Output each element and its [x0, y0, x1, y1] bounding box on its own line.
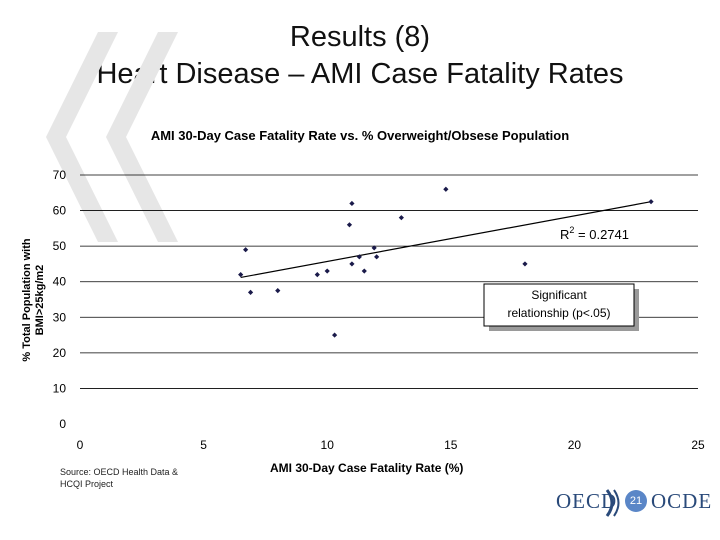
significance-line1: Significant	[531, 288, 587, 302]
x-tick-label: 25	[691, 438, 705, 452]
significance-line2: relationship (p<.05)	[507, 306, 610, 320]
data-point	[275, 288, 281, 294]
gridlines	[80, 174, 698, 389]
data-point	[522, 261, 528, 267]
data-point	[314, 272, 320, 278]
r-squared-prefix: R	[560, 227, 569, 242]
data-point	[349, 261, 355, 267]
y-tick-label: 70	[53, 168, 67, 182]
y-axis-label-line2: BMI>25kg/m2	[34, 265, 46, 336]
x-axis-label: AMI 30-Day Case Fatality Rate (%)	[270, 461, 463, 475]
data-point	[346, 222, 353, 228]
y-axis-ticks: 0 10 20 30 40 50 60 70	[53, 168, 67, 431]
x-tick-label: 10	[321, 438, 335, 452]
data-point	[398, 215, 404, 221]
data-point	[349, 200, 355, 207]
data-point	[648, 199, 654, 205]
data-point	[238, 272, 244, 278]
source-line2: HCQI Project	[60, 479, 114, 489]
x-axis-ticks: 0 5 10 15 20 25	[77, 438, 705, 452]
significance-box: Significant relationship (p<.05)	[483, 283, 639, 331]
y-tick-label: 10	[53, 381, 67, 395]
x-tick-label: 20	[568, 438, 582, 452]
oecd-logo-text: OECD	[556, 489, 618, 513]
slide-title-line2: Heart Disease – AMI Case Fatality Rates	[96, 58, 624, 90]
data-point	[374, 254, 380, 260]
data-point	[243, 247, 249, 253]
oecd-logo-icon	[605, 489, 620, 517]
y-tick-label: 60	[53, 204, 67, 218]
y-tick-label: 20	[53, 346, 67, 360]
x-tick-label: 0	[77, 438, 84, 452]
data-point	[332, 332, 338, 338]
data-point	[247, 289, 254, 295]
ocde-logo-text: OCDE	[651, 489, 713, 513]
y-tick-label: 30	[53, 310, 67, 324]
data-point	[324, 268, 330, 274]
r-squared-value: = 0.2741	[574, 227, 629, 242]
data-point	[371, 245, 377, 251]
y-axis-label: % Total Population with BMI>25kg/m2	[21, 238, 46, 362]
trendline	[240, 201, 652, 279]
r-squared-label: R2 = 0.2741	[560, 225, 629, 242]
data-point	[356, 254, 362, 260]
data-point	[361, 268, 367, 274]
data-point	[443, 186, 449, 192]
x-tick-label: 5	[200, 438, 207, 452]
chart-title: AMI 30-Day Case Fatality Rate vs. % Over…	[151, 128, 569, 143]
source-note: Source: OECD Health Data & HCQI Project	[60, 466, 210, 490]
slide-title-line1: Results (8)	[289, 21, 431, 53]
source-line1: Source: OECD Health Data &	[60, 467, 179, 477]
y-tick-label: 50	[53, 239, 67, 253]
r-squared-sup: 2	[569, 225, 574, 235]
data-points	[238, 186, 654, 338]
y-axis-label-line1: % Total Population with	[21, 238, 33, 362]
page-number-badge: 21	[625, 490, 647, 512]
x-tick-label: 15	[444, 438, 458, 452]
y-tick-label: 40	[53, 275, 67, 289]
y-tick-label: 0	[59, 417, 66, 431]
decorative-quote-mark	[46, 32, 178, 242]
